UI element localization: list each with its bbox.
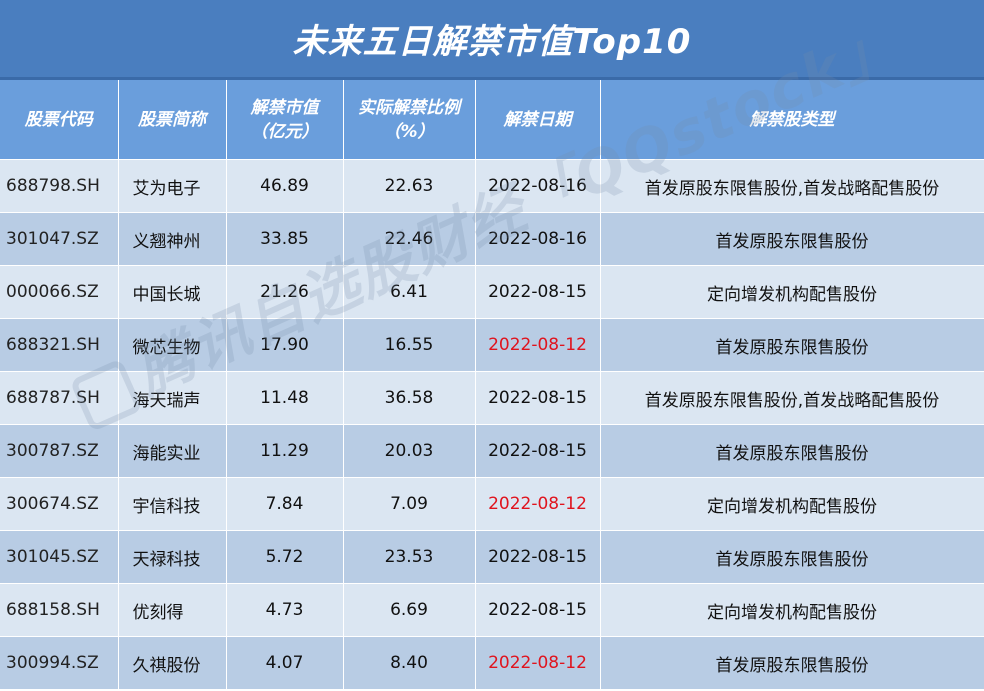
cell-ratio: 20.03 xyxy=(343,424,476,478)
cell-name: 义翘神州 xyxy=(118,212,227,266)
cell-ratio: 23.53 xyxy=(343,530,476,584)
cell-name: 海天瑞声 xyxy=(118,371,227,425)
cell-code: 688787.SH xyxy=(0,371,119,425)
cell-type: 首发原股东限售股份 xyxy=(600,636,984,690)
unlock-table: 股票代码 股票简称 解禁市值 （亿元） 实际解禁比例 （%） 解禁日期 解禁股类型 … xyxy=(0,80,984,690)
cell-ratio: 8.40 xyxy=(343,636,476,690)
table-row: 301047.SZ 义翘神州 33.85 22.46 2022-08-16 首发原股东限售… xyxy=(0,212,984,266)
header-date: 解禁日期 xyxy=(475,80,601,160)
cell-value: 21.26 xyxy=(226,265,344,319)
cell-code: 688798.SH xyxy=(0,159,119,213)
cell-ratio: 22.46 xyxy=(343,212,476,266)
cell-code: 301047.SZ xyxy=(0,212,119,266)
title-bar: 未来五日解禁市值Top10 xyxy=(0,0,984,80)
cell-code: 688321.SH xyxy=(0,318,119,372)
cell-type: 定向增发机构配售股份 xyxy=(600,265,984,319)
cell-code: 688158.SH xyxy=(0,583,119,637)
cell-date: 2022-08-12 xyxy=(475,477,601,531)
cell-name: 海能实业 xyxy=(118,424,227,478)
header-value: 解禁市值 （亿元） xyxy=(226,80,344,160)
cell-code: 300787.SZ xyxy=(0,424,119,478)
cell-date: 2022-08-15 xyxy=(475,265,601,319)
cell-name: 优刻得 xyxy=(118,583,227,637)
cell-code: 301045.SZ xyxy=(0,530,119,584)
table-row: 688798.SH 艾为电子 46.89 22.63 2022-08-16 首发原股东限售… xyxy=(0,159,984,213)
cell-code: 000066.SZ xyxy=(0,265,119,319)
table-row: 688321.SH 微芯生物 17.90 16.55 2022-08-12 首发原股东限售… xyxy=(0,318,984,372)
cell-date: 2022-08-12 xyxy=(475,636,601,690)
cell-ratio: 36.58 xyxy=(343,371,476,425)
cell-date: 2022-08-12 xyxy=(475,318,601,372)
table-row: 688787.SH 海天瑞声 11.48 36.58 2022-08-15 首发原股东限售… xyxy=(0,371,984,425)
cell-name: 艾为电子 xyxy=(118,159,227,213)
table-row: 000066.SZ 中国长城 21.26 6.41 2022-08-15 定向增发机构配售… xyxy=(0,265,984,319)
cell-value: 17.90 xyxy=(226,318,344,372)
cell-name: 宇信科技 xyxy=(118,477,227,531)
cell-value: 4.73 xyxy=(226,583,344,637)
cell-name: 天禄科技 xyxy=(118,530,227,584)
cell-date: 2022-08-15 xyxy=(475,530,601,584)
cell-date: 2022-08-15 xyxy=(475,583,601,637)
cell-name: 久祺股份 xyxy=(118,636,227,690)
cell-type: 定向增发机构配售股份 xyxy=(600,477,984,531)
cell-type: 首发原股东限售股份,首发战略配售股份 xyxy=(600,159,984,213)
cell-date: 2022-08-16 xyxy=(475,212,601,266)
cell-ratio: 6.41 xyxy=(343,265,476,319)
header-ratio: 实际解禁比例 （%） xyxy=(343,80,476,160)
cell-type: 首发原股东限售股份 xyxy=(600,424,984,478)
cell-value: 5.72 xyxy=(226,530,344,584)
cell-value: 7.84 xyxy=(226,477,344,531)
table-row: 300674.SZ 宇信科技 7.84 7.09 2022-08-12 定向增发机构配售股… xyxy=(0,477,984,531)
cell-ratio: 16.55 xyxy=(343,318,476,372)
cell-date: 2022-08-15 xyxy=(475,424,601,478)
header-name: 股票简称 xyxy=(118,80,227,160)
cell-date: 2022-08-16 xyxy=(475,159,601,213)
header-type: 解禁股类型 xyxy=(600,80,984,160)
cell-type: 首发原股东限售股份 xyxy=(600,530,984,584)
table-row: 300787.SZ 海能实业 11.29 20.03 2022-08-15 首发原股东限售… xyxy=(0,424,984,478)
cell-date: 2022-08-15 xyxy=(475,371,601,425)
cell-type: 定向增发机构配售股份 xyxy=(600,583,984,637)
cell-value: 46.89 xyxy=(226,159,344,213)
header-code: 股票代码 xyxy=(0,80,119,160)
cell-name: 中国长城 xyxy=(118,265,227,319)
cell-type: 首发原股东限售股份 xyxy=(600,318,984,372)
cell-value: 11.29 xyxy=(226,424,344,478)
cell-name: 微芯生物 xyxy=(118,318,227,372)
cell-type: 首发原股东限售股份 xyxy=(600,212,984,266)
cell-value: 11.48 xyxy=(226,371,344,425)
table-body: 688798.SH 艾为电子 46.89 22.63 2022-08-16 首发原股东限售… xyxy=(0,159,984,690)
table-row: 301045.SZ 天禄科技 5.72 23.53 2022-08-15 首发原股东限售股… xyxy=(0,530,984,584)
table-row: 688158.SH 优刻得 4.73 6.69 2022-08-15 定向增发机构配售股份 xyxy=(0,583,984,637)
cell-value: 4.07 xyxy=(226,636,344,690)
cell-code: 300994.SZ xyxy=(0,636,119,690)
cell-ratio: 6.69 xyxy=(343,583,476,637)
cell-code: 300674.SZ xyxy=(0,477,119,531)
table-row: 300994.SZ 久祺股份 4.07 8.40 2022-08-12 首发原股东限售股份 xyxy=(0,636,984,690)
cell-ratio: 22.63 xyxy=(343,159,476,213)
cell-ratio: 7.09 xyxy=(343,477,476,531)
page-title: 未来五日解禁市值Top10 xyxy=(292,22,692,62)
cell-value: 33.85 xyxy=(226,212,344,266)
header-row: 股票代码 股票简称 解禁市值 （亿元） 实际解禁比例 （%） 解禁日期 解禁股类型 xyxy=(0,80,984,160)
cell-type: 首发原股东限售股份,首发战略配售股份 xyxy=(600,371,984,425)
